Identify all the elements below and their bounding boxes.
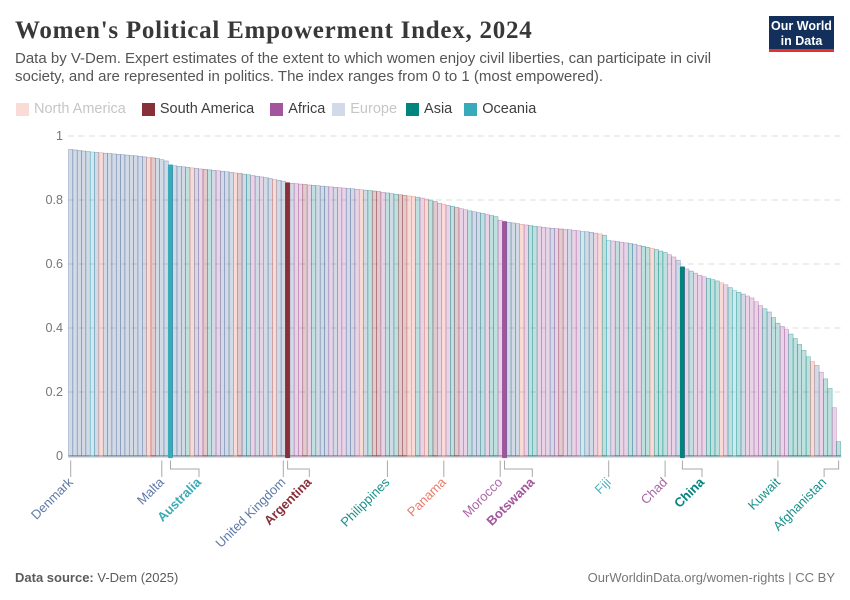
- svg-text:Denmark: Denmark: [28, 474, 76, 522]
- svg-text:0.2: 0.2: [45, 385, 63, 399]
- svg-text:Philippines: Philippines: [337, 474, 392, 529]
- svg-text:Chad: Chad: [638, 475, 671, 508]
- svg-text:Malta: Malta: [134, 474, 168, 508]
- svg-text:China: China: [671, 474, 708, 511]
- svg-text:0.6: 0.6: [45, 257, 63, 271]
- svg-text:0.4: 0.4: [45, 321, 63, 335]
- svg-text:Kuwait: Kuwait: [745, 474, 783, 512]
- svg-text:Panama: Panama: [404, 474, 449, 519]
- svg-text:0.8: 0.8: [45, 193, 63, 207]
- svg-text:Fiji: Fiji: [591, 474, 613, 496]
- svg-text:1: 1: [56, 129, 63, 143]
- svg-text:0: 0: [56, 449, 63, 463]
